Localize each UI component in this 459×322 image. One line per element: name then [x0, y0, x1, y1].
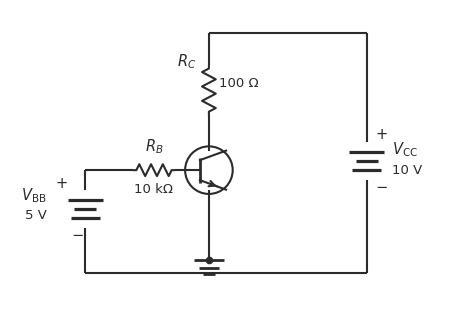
Text: $R_C$: $R_C$ — [177, 52, 196, 71]
Text: $R_B$: $R_B$ — [145, 137, 163, 156]
Text: $V_{\mathrm{BB}}$: $V_{\mathrm{BB}}$ — [21, 186, 46, 205]
Text: $V_{\mathrm{CC}}$: $V_{\mathrm{CC}}$ — [392, 140, 418, 159]
Text: +: + — [56, 176, 67, 191]
Text: +: + — [375, 127, 387, 142]
Text: 5 V: 5 V — [25, 209, 46, 223]
Text: 10 kΩ: 10 kΩ — [134, 183, 174, 196]
Text: −: − — [375, 180, 387, 195]
Text: −: − — [71, 228, 83, 243]
Text: 100 Ω: 100 Ω — [219, 77, 258, 90]
Text: 10 V: 10 V — [392, 164, 422, 177]
